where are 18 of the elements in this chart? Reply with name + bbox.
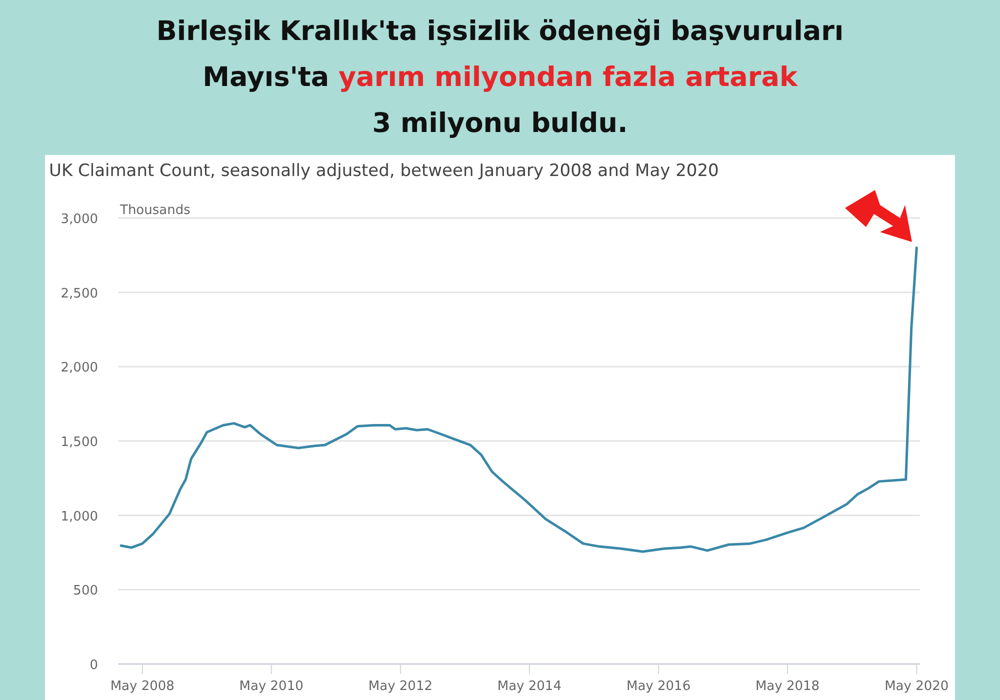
chart-title: Birleşik Krallık'ta işsizlik ödeneği başvuruları Mayıs'ta yarım milyondan fazla artarak 3 milyonu buldu. (156, 16, 844, 139)
y-tick-label: 3,000 (60, 212, 98, 227)
x-tick-label: May 2020 (884, 679, 949, 694)
y-tick-label: 2,000 (60, 360, 98, 376)
y-tick-label: 1,000 (60, 509, 98, 524)
y-axis-title: Thousands (119, 203, 191, 218)
x-tick-label: May 2010 (239, 679, 304, 694)
x-tick-label: May 2008 (110, 679, 174, 694)
x-tick-label: May 2014 (497, 679, 562, 694)
x-tick-label: May 2012 (368, 679, 433, 694)
y-tick-label: 500 (73, 584, 98, 599)
y-tick-label: 0 (90, 658, 98, 673)
y-tick-label: 2,500 (60, 286, 98, 302)
y-tick-label: 1,500 (60, 435, 98, 450)
line-series (120, 246, 918, 553)
chart-subtitle: UK Claimant Count, seasonally adjusted, between January 2008 and May 2020 (49, 161, 719, 181)
x-tick-label: May 2018 (755, 679, 820, 694)
x-tick-label: May 2016 (626, 679, 691, 694)
